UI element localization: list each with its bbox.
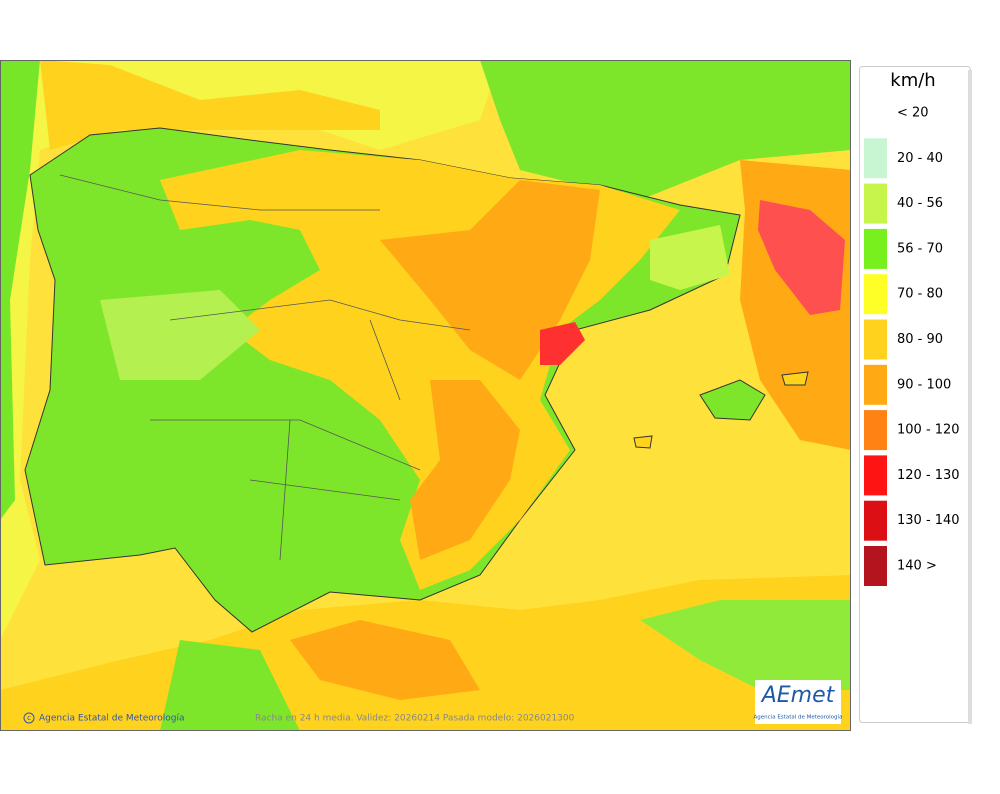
caption: Racha en 24 h media. Validez: 20260214 P… (255, 714, 575, 724)
legend-label: 120 - 130 (897, 468, 960, 483)
map-frame (0, 60, 851, 731)
legend-label: 90 - 100 (897, 377, 951, 392)
legend-items: < 20 20 - 40 40 - 56 56 - 70 70 - 80 80 - 90 9… (864, 106, 960, 586)
legend-swatch (864, 138, 887, 179)
legend-swatch (864, 546, 887, 586)
border (59, 174, 471, 561)
land-zone (410, 380, 520, 560)
legend-swatch (864, 410, 887, 451)
sea-zone (40, 60, 380, 150)
sea-zone (640, 600, 851, 690)
legend-swatch (864, 228, 887, 269)
legend-swatch (864, 455, 887, 496)
sea-zone (290, 620, 480, 700)
legend-swatch (864, 183, 887, 224)
island (633, 435, 653, 449)
island (699, 379, 766, 421)
legend-label: 20 - 40 (897, 151, 943, 166)
land-zone (540, 322, 585, 365)
sea-zone (758, 200, 845, 315)
legend-label: 40 - 56 (897, 196, 943, 211)
legend-label: 80 - 90 (897, 332, 943, 347)
legend-label: 100 - 120 (897, 423, 960, 438)
land-zone (650, 225, 730, 290)
sea-zone (0, 60, 40, 520)
legend-unit: km/h (890, 70, 935, 91)
sea-zone (160, 640, 300, 731)
sea-zone (480, 60, 851, 200)
legend-swatch (864, 500, 887, 541)
legend-label: 140 > (897, 559, 937, 574)
legend-swatch (864, 274, 887, 315)
legend-label: 70 - 80 (897, 287, 943, 302)
map (0, 60, 851, 731)
legend-shadow (968, 70, 972, 724)
legend-label: 130 - 140 (897, 513, 960, 528)
legend-swatch (864, 364, 887, 405)
legend-swatch (864, 319, 887, 360)
copyright-icon: c (27, 714, 31, 722)
legend-label: 56 - 70 (897, 241, 943, 256)
copyright-icon (23, 712, 35, 724)
island (781, 371, 809, 386)
logo-name: AEmet (760, 683, 836, 708)
logo-subtitle: Agencia Estatal de Meteorología (754, 714, 843, 721)
credit: Agencia Estatal de Meteorología (39, 714, 185, 724)
legend-label: < 20 (897, 106, 929, 121)
land-zone (100, 290, 260, 380)
logo (755, 680, 841, 724)
